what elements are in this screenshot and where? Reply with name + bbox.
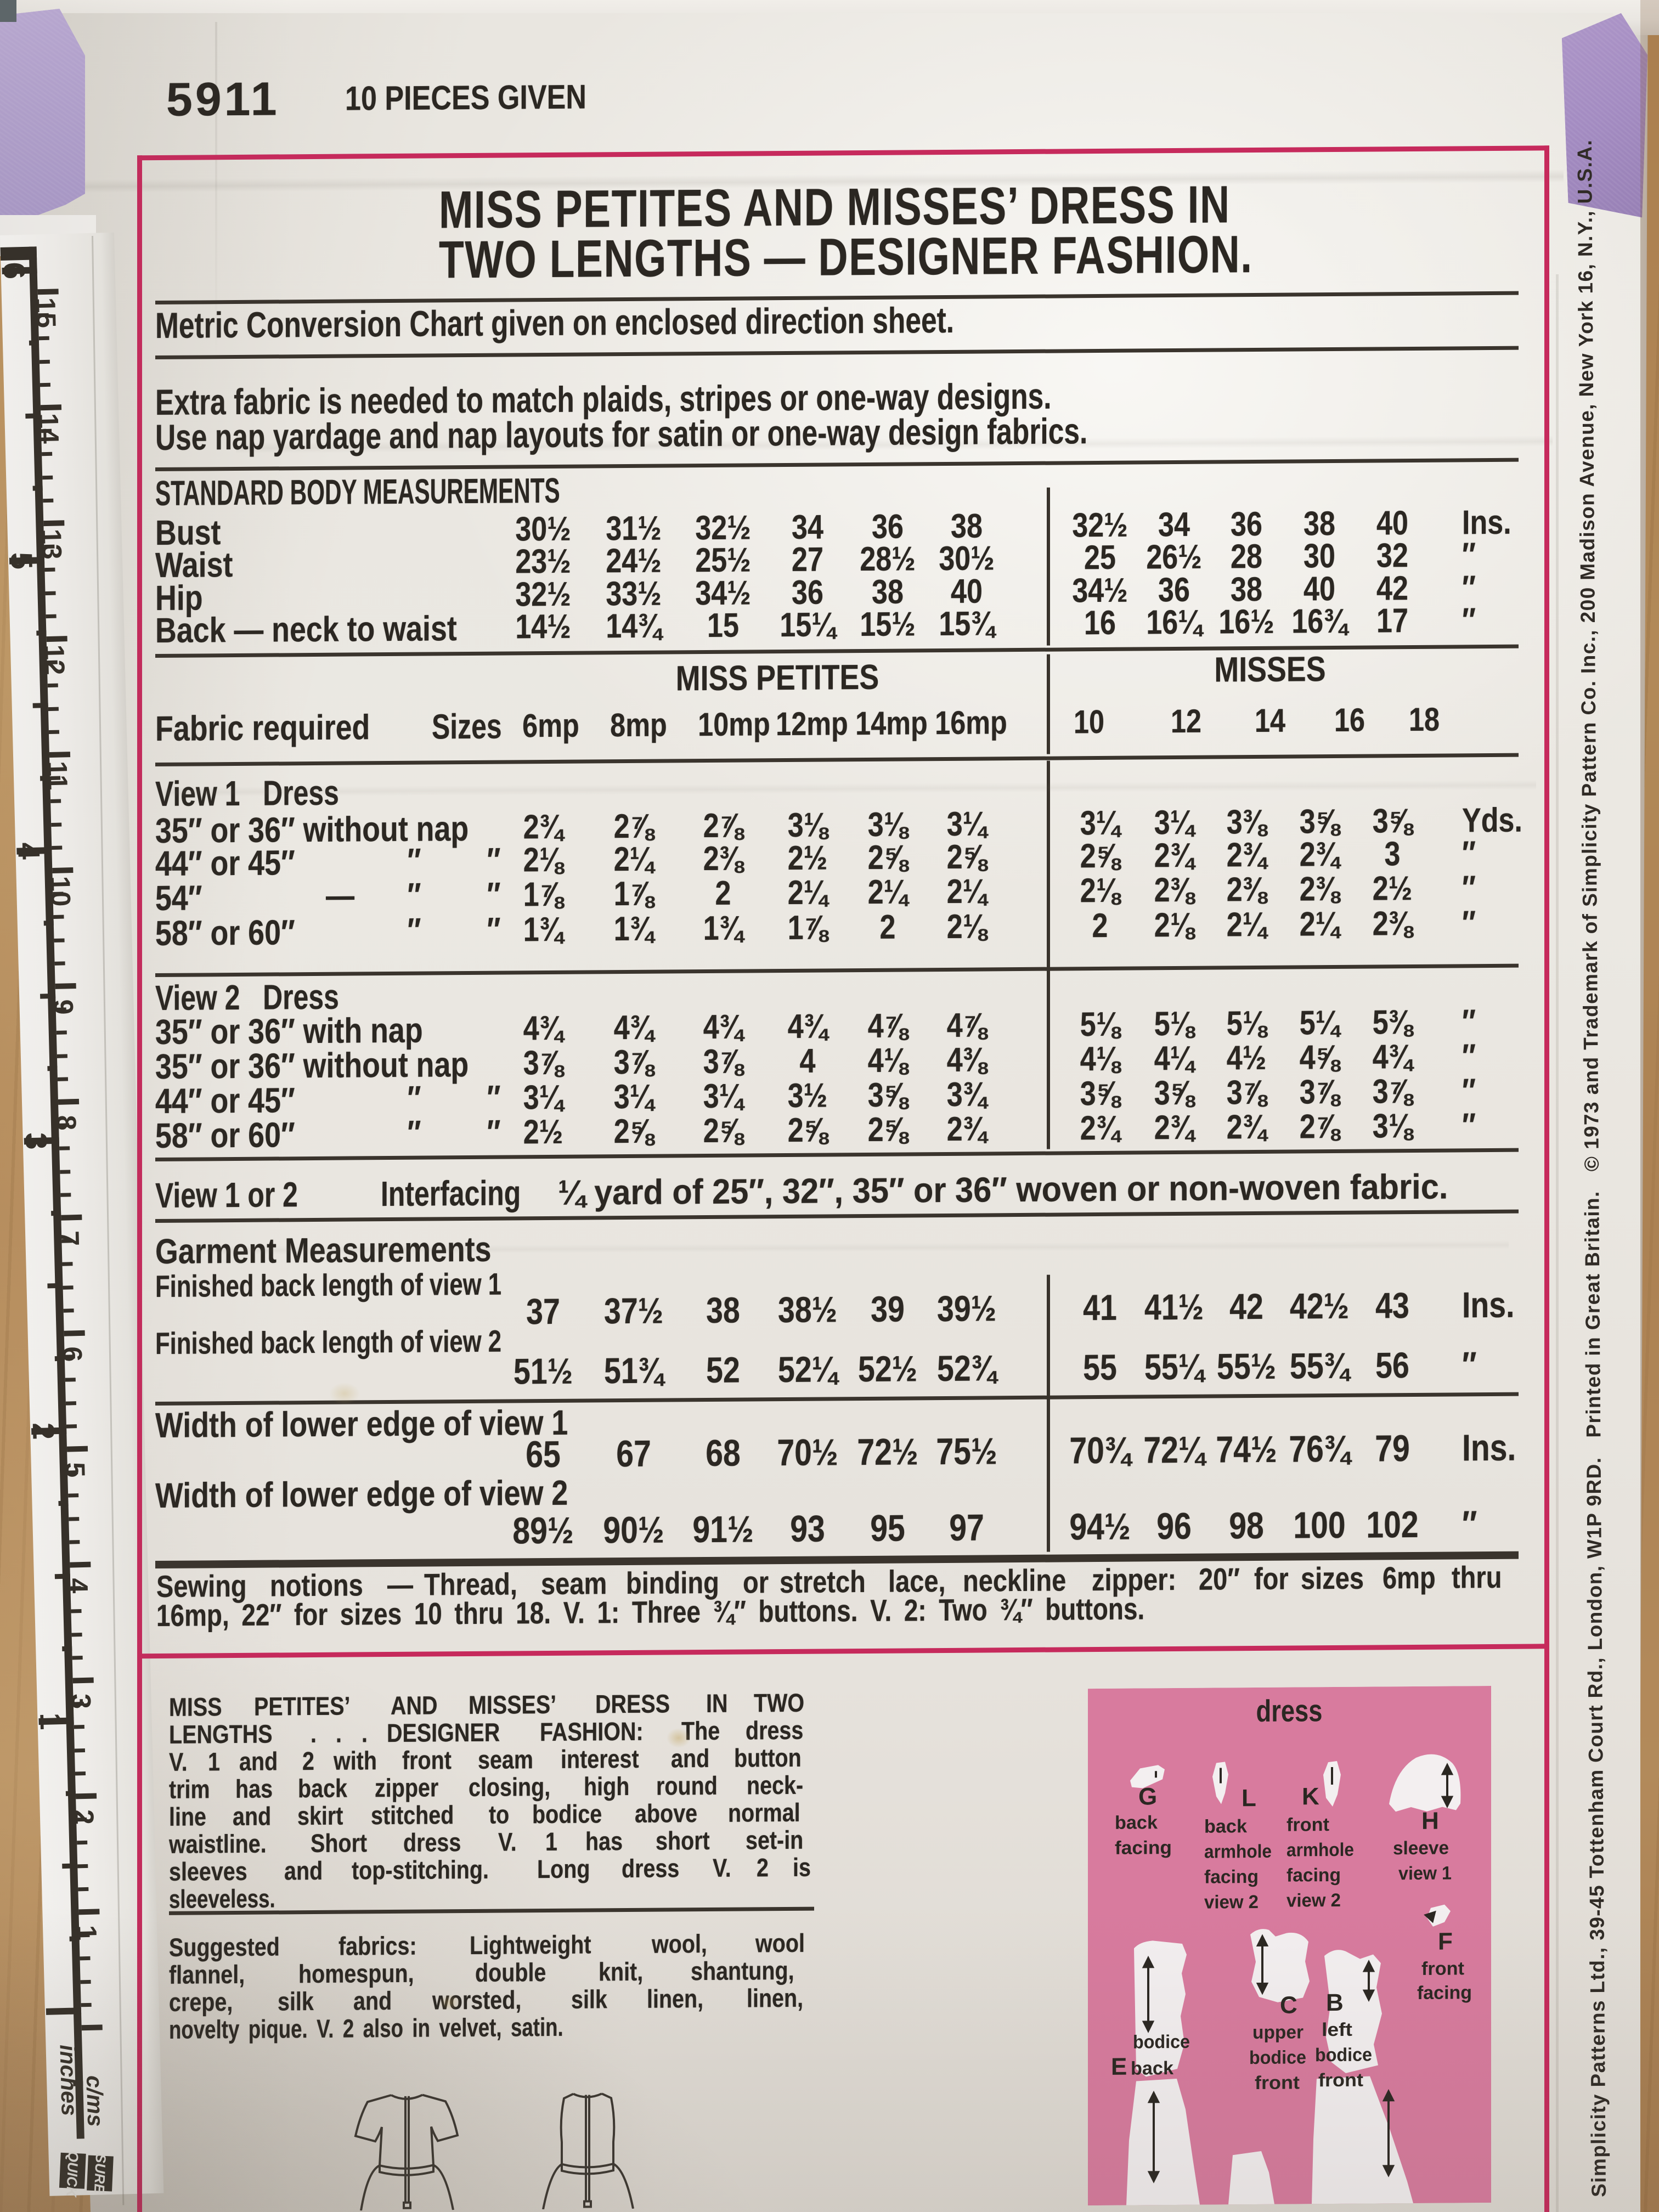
svg-text:H: H: [1421, 1808, 1439, 1835]
svg-text:armhole: armhole: [1204, 1841, 1272, 1863]
svg-text:left: left: [1322, 2019, 1352, 2040]
svg-text:back: back: [1115, 1812, 1158, 1833]
svg-text:B: B: [1326, 1989, 1344, 2016]
svg-text:L: L: [1242, 1785, 1256, 1812]
svg-text:bodice: bodice: [1249, 2047, 1306, 2068]
svg-text:bodice: bodice: [1315, 2045, 1372, 2066]
svg-text:dress: dress: [1256, 1693, 1323, 1728]
svg-text:front: front: [1255, 2072, 1300, 2094]
svg-text:view 2: view 2: [1286, 1890, 1341, 1911]
svg-text:sleeve: sleeve: [1393, 1838, 1449, 1859]
svg-text:view 2: view 2: [1204, 1892, 1259, 1913]
svg-text:facing: facing: [1115, 1837, 1172, 1859]
svg-text:bodice: bodice: [1133, 2032, 1190, 2053]
svg-text:back: back: [1204, 1816, 1247, 1837]
svg-text:front: front: [1421, 1958, 1464, 1979]
svg-text:facing: facing: [1204, 1866, 1259, 1888]
svg-text:armhole: armhole: [1286, 1839, 1354, 1861]
svg-text:front: front: [1318, 2070, 1363, 2091]
svg-text:facing: facing: [1417, 1982, 1472, 2004]
svg-text:F: F: [1438, 1928, 1453, 1955]
svg-text:E: E: [1111, 2053, 1127, 2080]
svg-text:front: front: [1286, 1814, 1329, 1836]
svg-text:upper: upper: [1252, 2022, 1304, 2043]
svg-text:back: back: [1131, 2058, 1173, 2079]
svg-text:facing: facing: [1286, 1865, 1341, 1886]
svg-text:G: G: [1138, 1783, 1157, 1810]
svg-text:view 1: view 1: [1398, 1863, 1452, 1884]
svg-text:K: K: [1302, 1783, 1319, 1810]
svg-text:C: C: [1280, 1991, 1297, 2018]
